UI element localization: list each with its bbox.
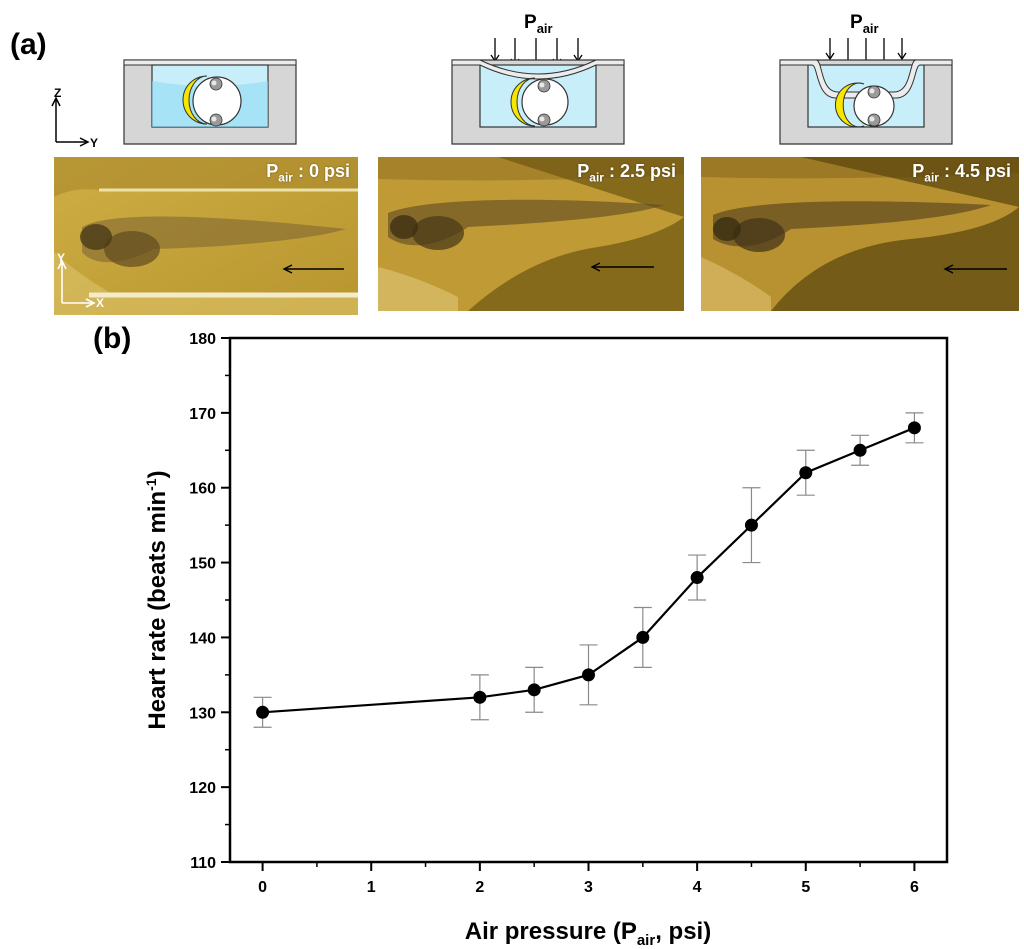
- panel-b-label: (b): [93, 322, 132, 355]
- x-tick-label: 1: [367, 879, 376, 896]
- data-point: [907, 421, 921, 435]
- axis-indicator-zy: Z Y: [51, 86, 99, 150]
- y-tick-label: 150: [189, 556, 216, 573]
- schematic-0psi: [123, 59, 297, 145]
- photo-2p5psi: Pair : 2.5 psi: [378, 157, 684, 311]
- data-point: [690, 571, 704, 585]
- schematic-2-pair-label: Pair: [524, 12, 553, 36]
- schematic-3-pair-label: Pair: [850, 12, 879, 36]
- y-tick-label: 160: [189, 481, 216, 498]
- x-tick-label: 5: [801, 879, 810, 896]
- schematic-2p5psi: [451, 38, 625, 145]
- x-axis-title: Air pressure (Pair, psi): [465, 918, 711, 949]
- data-point: [744, 518, 758, 532]
- axis-indicator-yx: Y X: [57, 251, 105, 310]
- y-axis-title: Heart rate (beats min-1): [143, 470, 171, 729]
- y-tick-label: 110: [190, 855, 216, 872]
- photo-4p5psi-label: Pair : 4.5 psi: [912, 161, 1011, 185]
- data-point: [853, 443, 867, 457]
- y-tick-label: 170: [189, 406, 216, 423]
- data-point: [799, 466, 813, 480]
- x-tick-label: 6: [910, 879, 919, 896]
- plot-frame: [228, 336, 949, 864]
- x-tick-label: 4: [693, 879, 702, 896]
- photo-2p5psi-label: Pair : 2.5 psi: [577, 161, 676, 185]
- data-point: [582, 668, 595, 682]
- photo-0psi-label: Pair : 0 psi: [266, 161, 350, 185]
- schematic-4p5psi: [779, 38, 953, 145]
- y-tick-label: 120: [189, 780, 216, 797]
- photo-0psi: Pair : 0 psi Y X: [54, 157, 358, 315]
- heart-rate-chart: 110 120 130 140 150 160 170 180 0 1 2 3 4 5 6 Heart r…: [143, 331, 949, 949]
- data-point: [527, 683, 541, 697]
- x-tick-label: 2: [475, 879, 484, 896]
- data-point: [636, 630, 650, 644]
- y-tick-label: 140: [189, 630, 216, 647]
- data-point: [256, 705, 270, 719]
- panel-a-label: (a): [10, 28, 47, 61]
- series-line: [262, 426, 915, 714]
- y-tick-label: 180: [189, 331, 216, 348]
- photo-4p5psi: Pair : 4.5 psi: [701, 157, 1019, 311]
- x-tick-label: 0: [258, 879, 267, 896]
- y-tick-label: 130: [189, 705, 216, 722]
- data-point: [473, 690, 487, 704]
- x-tick-label: 3: [584, 879, 593, 896]
